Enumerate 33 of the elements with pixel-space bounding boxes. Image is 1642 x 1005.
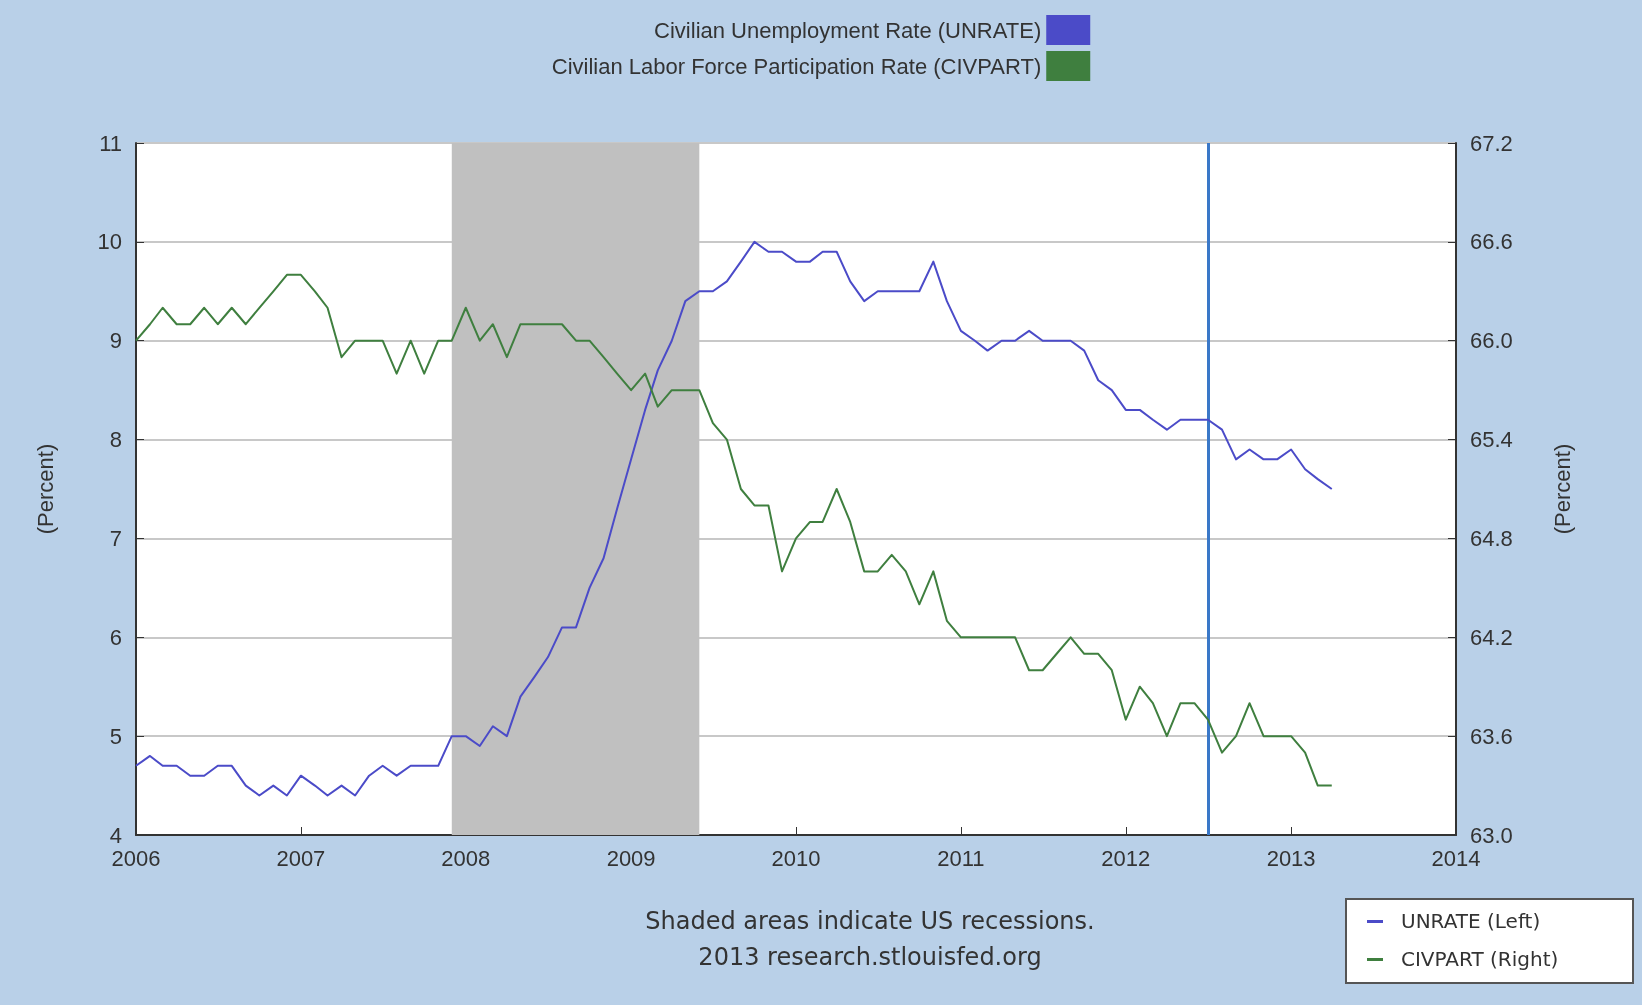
y-tick-label: 8 [109, 427, 122, 453]
y2-tick-label: 66.6 [1470, 229, 1513, 255]
y2-tick-label: 63.6 [1470, 723, 1513, 749]
y2-tick-label: 64.2 [1470, 624, 1513, 650]
x-tick-label: 2009 [606, 845, 656, 871]
x-tick-label: 2012 [1101, 845, 1151, 871]
legend-label: Civilian Labor Force Participation Rate (CIVPART) [551, 53, 1042, 79]
y-tick-label: 6 [109, 624, 122, 650]
y2-tick-label: 64.8 [1470, 525, 1513, 551]
x-tick-label: 2010 [771, 845, 821, 871]
x-tick-label: 2008 [441, 845, 491, 871]
text: Shaded areas indicate US recessions. [644, 906, 1096, 937]
y-axis-title: (Percent) [32, 443, 58, 535]
y-tick-label: 5 [109, 723, 122, 749]
x-tick-label: 2013 [1266, 845, 1316, 871]
y-tick-label: 4 [109, 822, 122, 848]
y2-tick-label: 63.0 [1470, 822, 1513, 848]
y-tick-label: 11 [99, 130, 122, 156]
legend-label: Civilian Unemployment Rate (UNRATE) [654, 17, 1042, 43]
y2-tick-label: 66.0 [1470, 328, 1513, 354]
y2-tick-label: 65.4 [1470, 427, 1513, 453]
x-tick-label: 2007 [276, 845, 326, 871]
x-tick-label: 2006 [111, 845, 161, 871]
x-tick-label: 2014 [1431, 845, 1481, 871]
y2-axis-title: (Percent) [1549, 443, 1575, 535]
y-tick-label: 7 [109, 525, 122, 551]
text: UNRATE (Left) [1401, 909, 1541, 933]
y-tick-label: 9 [109, 328, 122, 354]
text: CIVPART (Right) [1401, 947, 1559, 971]
text: 2013 research.stlouisfed.org [697, 942, 1043, 973]
y-tick-label: 10 [97, 229, 122, 255]
x-tick-label: 2011 [937, 845, 985, 871]
y2-tick-label: 67.2 [1470, 130, 1513, 156]
